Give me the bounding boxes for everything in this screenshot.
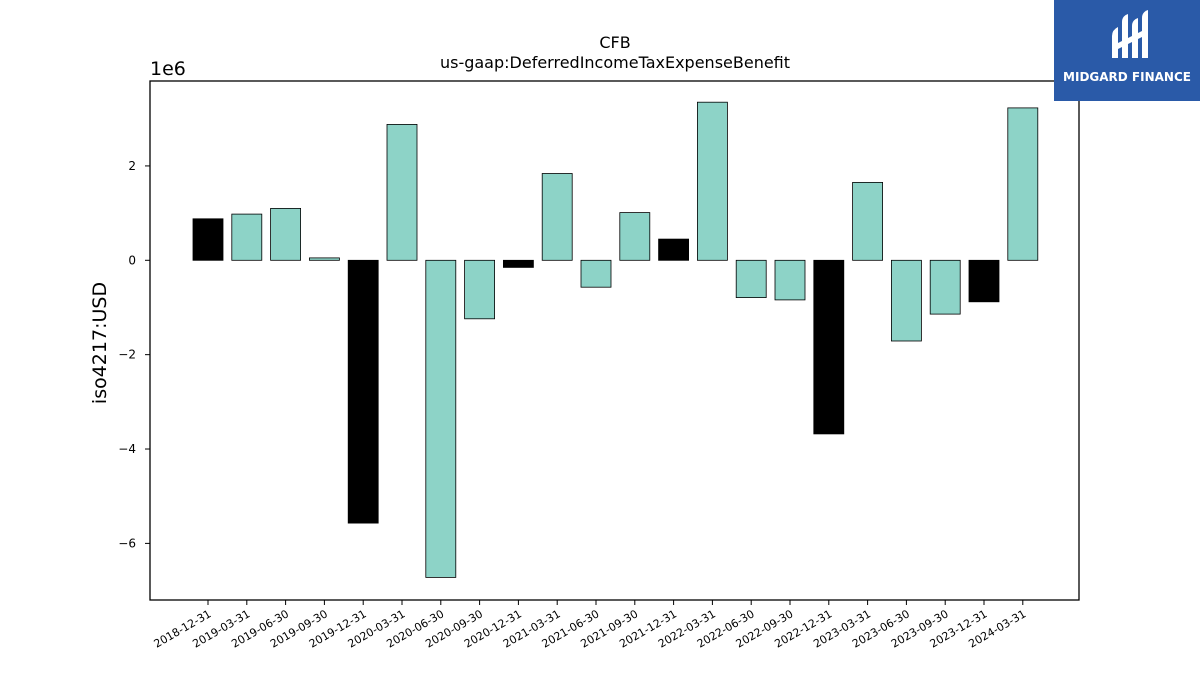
y-tick-label: −2 (118, 348, 136, 362)
y-scale-label: 1e6 (150, 58, 186, 80)
y-tick-label: 0 (128, 253, 136, 267)
y-tick-label: −6 (118, 536, 136, 550)
chart-subtitle: us-gaap:DeferredIncomeTaxExpenseBenefit (440, 53, 790, 72)
bar-2023-06-30 (891, 259, 922, 342)
logo-text: MIDGARD FINANCE (1063, 70, 1191, 84)
bar-2023-12-31 (968, 259, 1000, 303)
bar-2020-09-30 (464, 259, 496, 320)
bar-2020-06-30 (425, 259, 457, 578)
bar-2023-09-30 (929, 259, 961, 315)
bars-group (192, 101, 1039, 578)
midgard-finance-logo: MIDGARD FINANCE (1054, 0, 1200, 101)
bar-2021-06-30 (580, 259, 612, 288)
bar-2021-03-31 (541, 173, 573, 261)
logo-mark-icon (1112, 10, 1148, 58)
y-axis-label: iso4217:USD (89, 282, 111, 404)
plot-frame (149, 80, 1080, 601)
x-axis-ticks: 2018-12-312019-03-312019-06-302019-09-30… (152, 600, 1028, 651)
bar-2022-06-30 (735, 259, 767, 298)
bar-2020-03-31 (386, 124, 418, 261)
bar-2019-12-31 (347, 259, 379, 524)
bar-2019-03-31 (231, 213, 263, 261)
y-tick-label: 2 (128, 159, 136, 173)
bar-2020-12-31 (502, 259, 534, 268)
bar-2021-09-30 (619, 212, 651, 261)
bar-2024-03-31 (1007, 107, 1039, 261)
bar-2022-09-30 (774, 259, 806, 301)
y-axis-ticks: −6 −4 −2 0 2 (118, 159, 150, 550)
bar-2019-09-30 (308, 257, 340, 261)
bar-2021-12-31 (658, 238, 689, 261)
bar-2022-12-31 (813, 259, 845, 435)
bar-2018-12-31 (192, 218, 224, 261)
y-tick-label: −4 (118, 442, 136, 456)
chart-title: CFB (599, 33, 630, 52)
bar-2019-06-30 (270, 207, 302, 261)
bar-2022-03-31 (697, 101, 728, 261)
bar-2023-03-31 (852, 181, 883, 261)
